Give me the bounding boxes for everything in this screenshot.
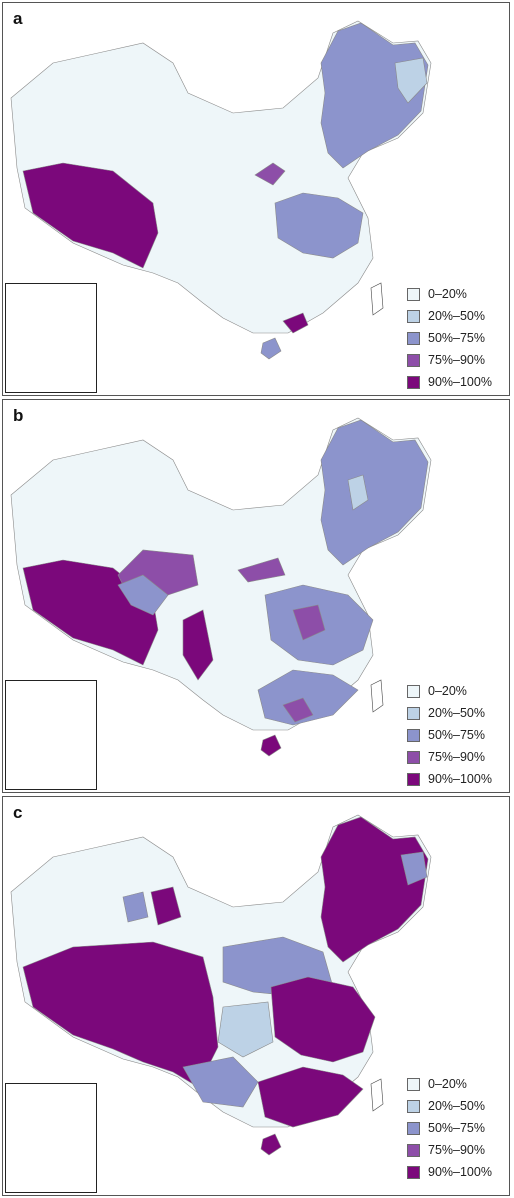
legend-item: 75%–90% (407, 1139, 507, 1161)
legend-item: 0–20% (407, 1073, 507, 1095)
region-north-purple (254, 162, 286, 186)
legend-item: 50%–75% (407, 724, 507, 746)
region-hainan (260, 337, 282, 360)
legend-label: 90%–100% (428, 375, 492, 389)
legend-label: 20%–50% (428, 309, 485, 323)
legend: 0–20% 20%–50% 50%–75% 75%–90% 90%–100% (407, 680, 507, 790)
legend-swatch (407, 1077, 420, 1091)
panel-label: b (13, 406, 24, 425)
legend-item: 75%–90% (407, 746, 507, 768)
legend-label: 50%–75% (428, 331, 485, 345)
legend-swatch (407, 1121, 420, 1135)
legend-item: 90%–100% (407, 371, 507, 393)
region-south-purple (282, 312, 309, 334)
legend-item: 20%–50% (407, 305, 507, 327)
legend-swatch (407, 772, 420, 786)
region-sichuan-west (182, 609, 214, 681)
legend-label: 0–20% (428, 287, 467, 301)
region-south (257, 1066, 364, 1128)
region-south-purple (282, 697, 314, 723)
legend-swatch (407, 1099, 420, 1113)
legend-label: 0–20% (428, 1077, 467, 1091)
region-northeast (320, 22, 429, 169)
region-northeast (320, 816, 429, 963)
legend-swatch (407, 375, 420, 389)
legend-item: 0–20% (407, 680, 507, 702)
legend-swatch (407, 309, 420, 323)
legend-swatch (407, 728, 420, 742)
region-south (257, 669, 359, 726)
region-hainan (260, 734, 282, 757)
south-china-sea-inset (5, 1083, 97, 1193)
legend: 0–20% 20%–50% 50%–75% 75%–90% 90%–100% (407, 1073, 507, 1183)
legend-label: 50%–75% (428, 728, 485, 742)
legend-swatch (407, 331, 420, 345)
legend-swatch (407, 750, 420, 764)
legend-label: 75%–90% (428, 1143, 485, 1157)
legend-item: 20%–50% (407, 1095, 507, 1117)
legend-label: 90%–100% (428, 1165, 492, 1179)
china-map (10, 20, 432, 360)
region-central (270, 976, 376, 1063)
legend-item: 90%–100% (407, 1161, 507, 1183)
legend-label: 90%–100% (428, 772, 492, 786)
panel-c: c 0–20% 20%–50% 50%–75% 75%–90% 90%–100% (2, 796, 510, 1196)
region-northeast-light (394, 57, 428, 104)
legend-swatch (407, 353, 420, 367)
panel-label: c (13, 803, 23, 822)
region-northeast-light (347, 474, 369, 511)
panel-a: a 0–20% 20%–50% 50%–75% 75%–90% 90%–100% (2, 2, 510, 396)
panel-b: b 0–20% 20%–50% 50%–75% 75%–90% 90%–100% (2, 399, 510, 793)
legend-swatch (407, 1165, 420, 1179)
legend-item: 20%–50% (407, 702, 507, 724)
region-northeast-blue (400, 851, 428, 886)
legend-label: 20%–50% (428, 1099, 485, 1113)
region-taiwan (370, 282, 384, 316)
legend-item: 50%–75% (407, 1117, 507, 1139)
region-taiwan (370, 679, 384, 713)
south-china-sea-inset (5, 283, 97, 393)
legend-swatch (407, 684, 420, 698)
region-north-purple (237, 557, 286, 583)
legend-item: 50%–75% (407, 327, 507, 349)
region-xinjiang-blue (122, 891, 149, 923)
legend-item: 0–20% (407, 283, 507, 305)
legend: 0–20% 20%–50% 50%–75% 75%–90% 90%–100% (407, 283, 507, 393)
legend-swatch (407, 706, 420, 720)
region-taiwan (370, 1078, 384, 1112)
china-map (10, 417, 432, 757)
legend-item: 90%–100% (407, 768, 507, 790)
region-tibet (22, 162, 159, 269)
region-xinjiang-purple (150, 886, 182, 926)
region-central-purple (292, 604, 326, 641)
region-central-light (217, 1001, 274, 1058)
china-map (10, 814, 432, 1156)
legend-label: 50%–75% (428, 1121, 485, 1135)
south-china-sea-inset (5, 680, 97, 790)
legend-label: 20%–50% (428, 706, 485, 720)
region-southwest (182, 1056, 259, 1108)
legend-label: 75%–90% (428, 353, 485, 367)
region-west (22, 941, 219, 1088)
region-central (274, 192, 364, 259)
legend-swatch (407, 287, 420, 301)
panel-label: a (13, 9, 23, 28)
region-qinghai-light (117, 574, 169, 616)
region-hainan (260, 1133, 282, 1156)
legend-label: 0–20% (428, 684, 467, 698)
legend-item: 75%–90% (407, 349, 507, 371)
legend-label: 75%–90% (428, 750, 485, 764)
legend-swatch (407, 1143, 420, 1157)
region-northeast (320, 419, 429, 566)
